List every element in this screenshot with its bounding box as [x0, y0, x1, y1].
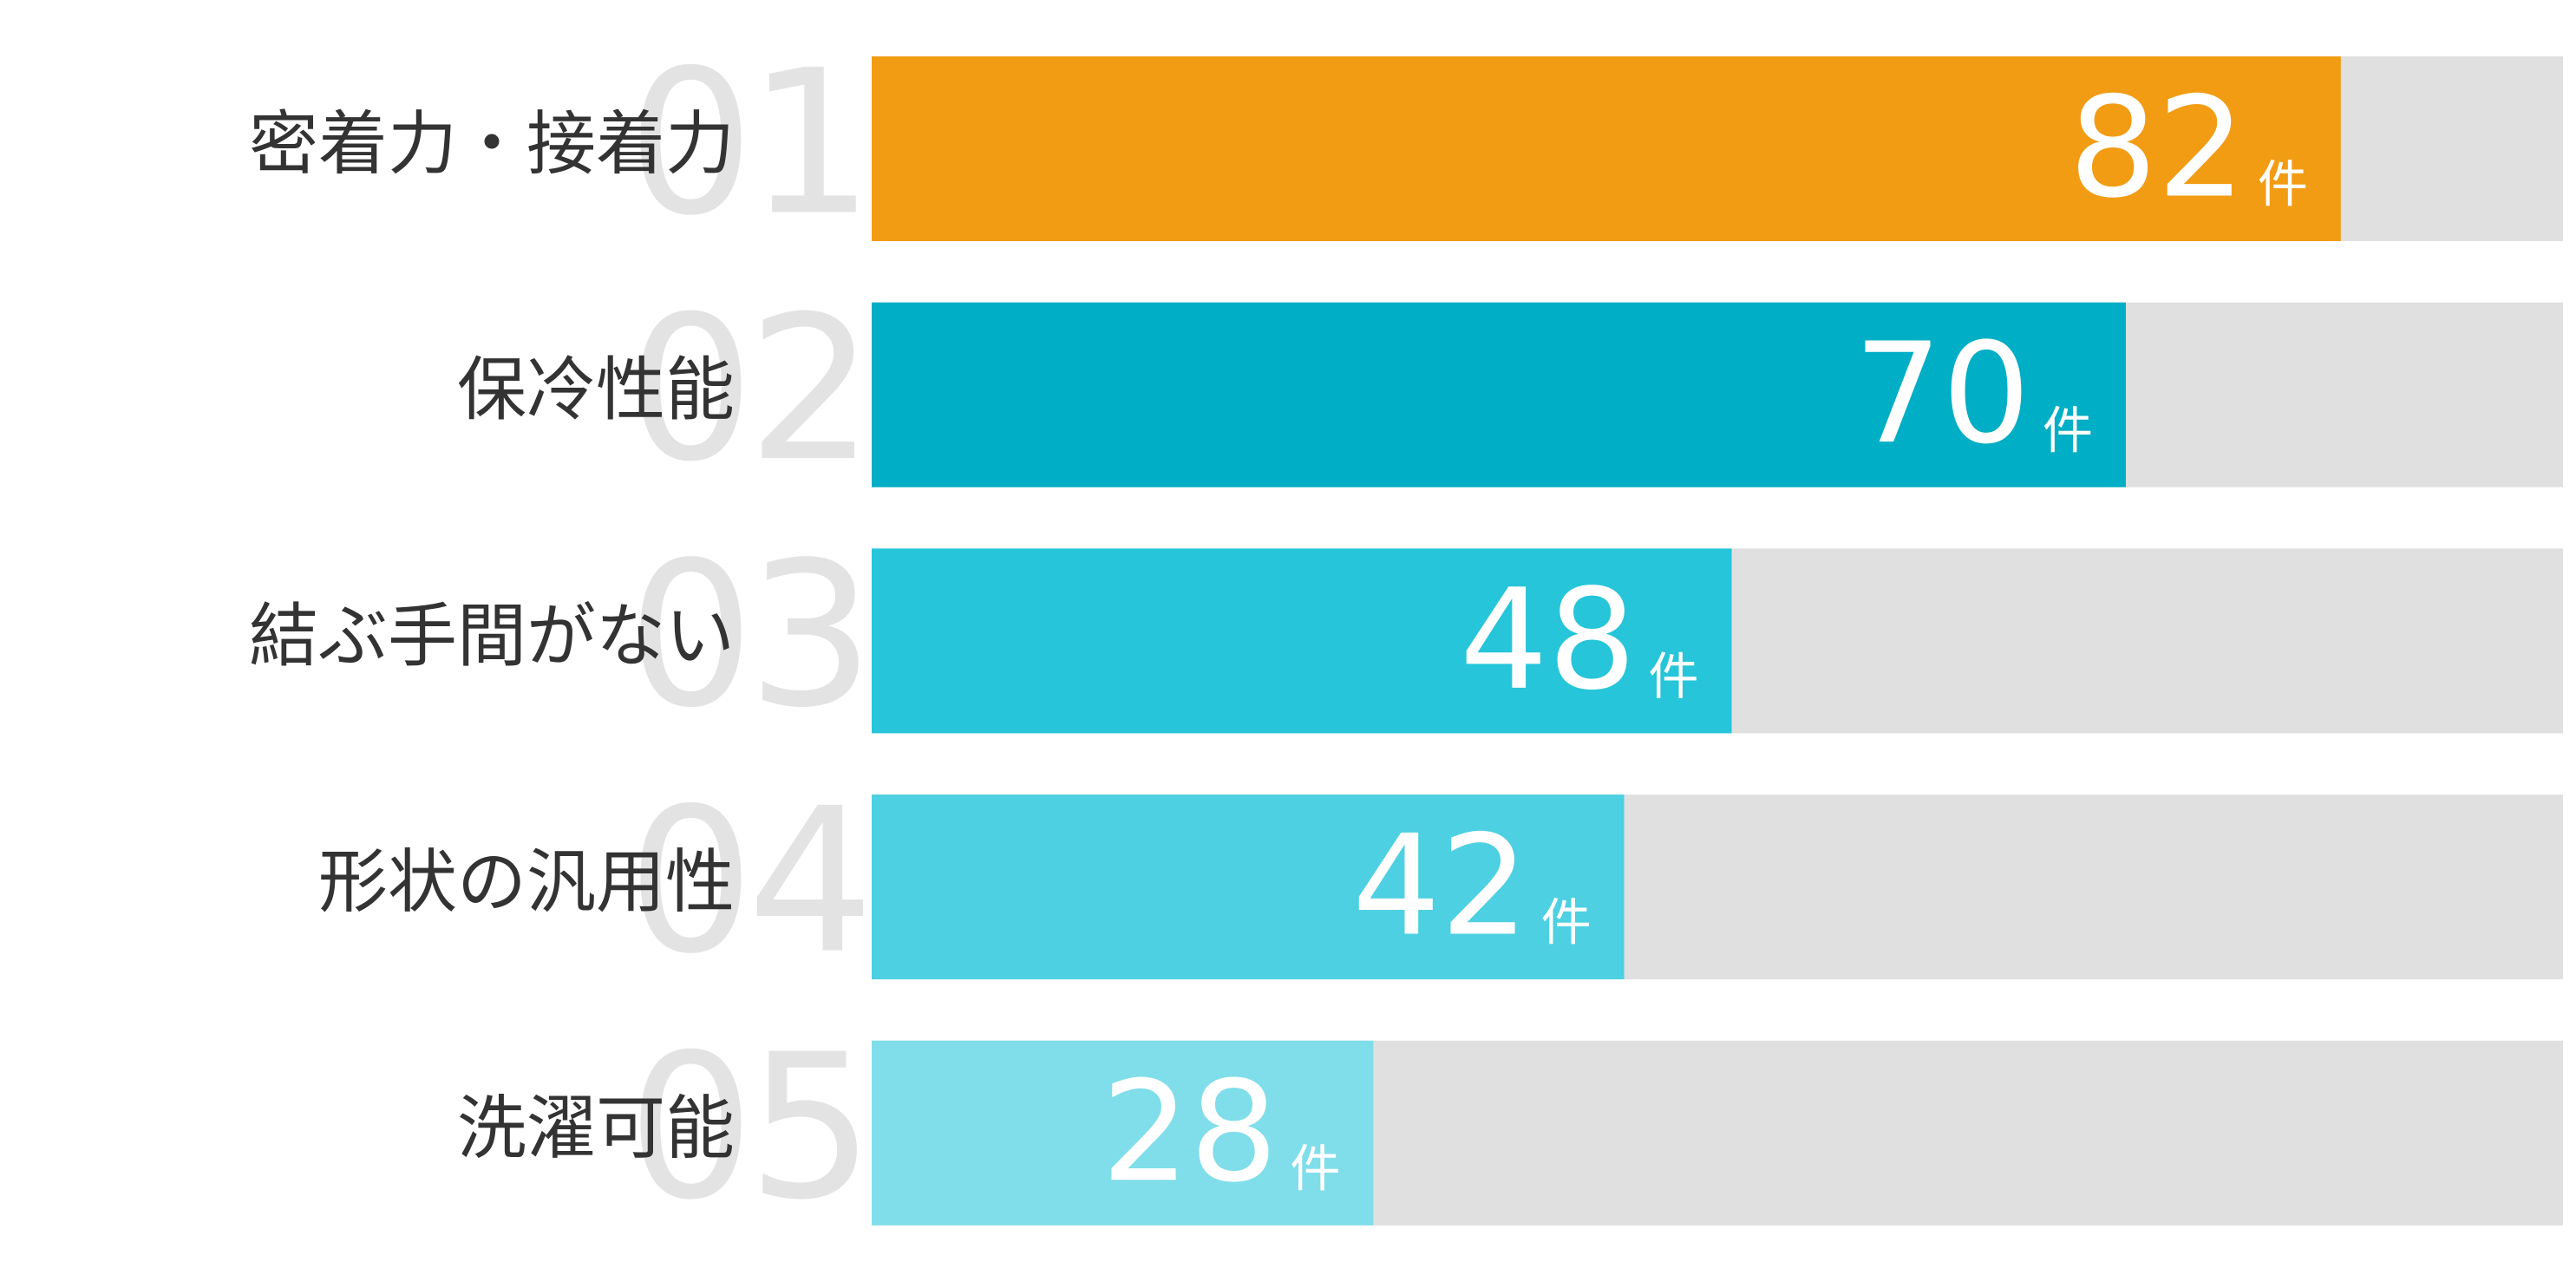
rank-number: 05	[627, 1012, 867, 1244]
unit-label: 件	[1290, 1139, 1340, 1198]
category-label: 形状の汎用性	[318, 842, 735, 923]
unit-label: 件	[2258, 155, 2308, 214]
bar	[872, 1040, 1374, 1226]
category-label: 保冷性能	[457, 350, 735, 430]
unit-label: 件	[2043, 401, 2093, 460]
bar	[872, 548, 1732, 734]
category-label: 結ぶ手間がない	[249, 596, 735, 677]
category-label: 密着力・接着力	[249, 103, 735, 184]
value-label: 42	[1352, 805, 1529, 967]
bar	[872, 56, 2341, 241]
value-label: 82	[2069, 66, 2246, 228]
rank-number: 03	[627, 520, 867, 752]
rank-number: 01	[627, 28, 867, 259]
rank-number: 02	[627, 274, 867, 506]
value-label: 28	[1102, 1050, 1278, 1213]
value-label: 70	[1854, 312, 2030, 474]
unit-label: 件	[1649, 647, 1699, 706]
bar	[872, 302, 2126, 487]
value-label: 48	[1460, 559, 1637, 721]
unit-label: 件	[1541, 893, 1592, 952]
bar	[872, 794, 1625, 980]
rank-number: 04	[627, 767, 867, 998]
category-label: 洗濯可能	[457, 1088, 735, 1168]
